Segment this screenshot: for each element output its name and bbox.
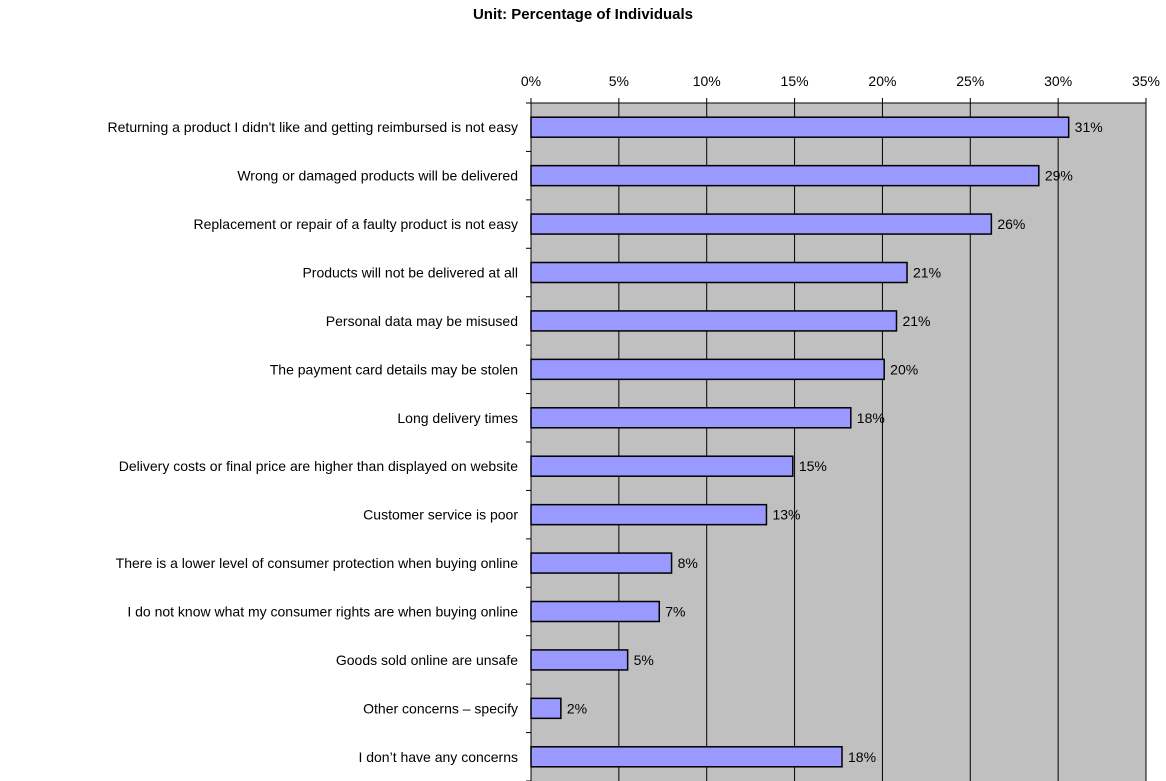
category-label: Customer service is poor [363,507,518,523]
x-tick-label: 25% [956,73,984,89]
category-label: Long delivery times [397,410,518,426]
x-tick-label: 35% [1132,73,1160,89]
bar [530,116,1070,138]
data-label: 20% [890,361,918,377]
category-label: Replacement or repair of a faulty produc… [193,216,518,232]
data-label: 18% [857,410,885,426]
category-label: Products will not be delivered at all [302,265,518,281]
data-label: 26% [997,216,1025,232]
x-tick-label: 20% [868,73,896,89]
x-tick-label: 0% [521,73,541,89]
x-tick-label: 5% [609,73,629,89]
x-tick-labels: 0% 5% 10% 15% 20% 25% 30% 35% [521,73,1160,89]
category-label: Goods sold online are unsafe [336,652,518,668]
data-label: 21% [902,313,930,329]
category-label: The payment card details may be stolen [270,361,518,377]
category-label: Personal data may be misused [326,313,518,329]
category-label: Wrong or damaged products will be delive… [237,168,518,184]
category-label: I don’t have any concerns [358,749,518,765]
data-label: 7% [665,604,685,620]
data-labels: 31% 29% 26% 21% 21% 20% 18% 15% 13% 8% 7% 5% 2% 18% [567,119,1103,765]
data-label: 18% [848,749,876,765]
bar [530,649,629,671]
chart-title: Unit: Percentage of Individuals [472,6,694,23]
bar [530,600,661,623]
x-tick-label: 10% [693,73,721,89]
bar [530,310,898,332]
bar [530,552,673,574]
category-label: Other concerns – specify [363,700,518,716]
bar [530,503,768,526]
category-label: Returning a product I didn't like and ge… [108,119,518,135]
data-label: 21% [913,265,941,281]
category-labels: Returning a product I didn't like and ge… [108,119,519,765]
data-label: 15% [799,458,827,474]
bar [530,213,993,235]
plot-area [531,103,1146,781]
category-label: There is a lower level of consumer prote… [116,555,519,571]
category-label: Delivery costs or final price are higher… [119,458,518,474]
axes [526,102,1146,781]
bar [530,164,1040,187]
data-label: 31% [1075,119,1103,135]
data-label: 13% [772,507,800,523]
bar [530,455,794,477]
bar [530,746,843,768]
data-label: 29% [1045,168,1073,184]
x-tick-label: 15% [781,73,809,89]
data-label: 2% [567,700,587,716]
category-label: I do not know what my consumer rights ar… [127,604,518,620]
data-label: 8% [678,555,698,571]
x-tick-label: 30% [1044,73,1072,89]
bar [530,261,908,284]
bar [530,407,852,429]
bar [530,358,885,381]
bars [530,116,1070,768]
data-label: 5% [634,652,654,668]
bar [530,697,562,720]
